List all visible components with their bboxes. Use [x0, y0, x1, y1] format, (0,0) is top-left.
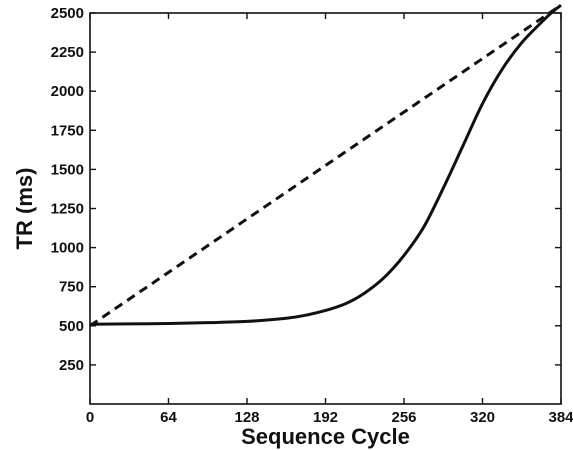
y-tick-label: 250	[59, 357, 84, 374]
y-tick-label: 2000	[51, 83, 84, 100]
plot-frame	[89, 12, 562, 405]
y-tick-label: 1750	[51, 122, 84, 139]
y-tick-label: 1500	[51, 161, 84, 178]
x-tick-label: 64	[160, 409, 177, 426]
y-tick-label: 500	[59, 318, 84, 335]
series-layer	[89, 3, 562, 328]
x-tick-label: 192	[313, 409, 338, 426]
x-axis-label: Sequence Cycle	[241, 424, 410, 449]
x-tick-label: 320	[470, 409, 495, 426]
y-tick-label: 2250	[51, 44, 84, 61]
solid-series-line	[89, 4, 562, 326]
y-tick-label: 2500	[51, 5, 84, 22]
x-axis-ticks: 0 64 128 192 256 320 384	[86, 13, 573, 426]
y-tick-label: 1000	[51, 240, 84, 257]
x-tick-label: 0	[86, 409, 94, 426]
y-axis-label: TR (ms)	[12, 168, 37, 250]
y-axis-ticks: 250 500 750 1000 1250 1500 1750 2000 2250 2500	[51, 5, 561, 374]
y-tick-label: 750	[59, 279, 84, 296]
x-tick-label: 128	[234, 409, 259, 426]
x-tick-label: 256	[391, 409, 416, 426]
x-tick-label: 384	[548, 409, 573, 426]
y-tick-label: 1250	[51, 201, 84, 218]
dashed-series-line	[89, 3, 562, 328]
